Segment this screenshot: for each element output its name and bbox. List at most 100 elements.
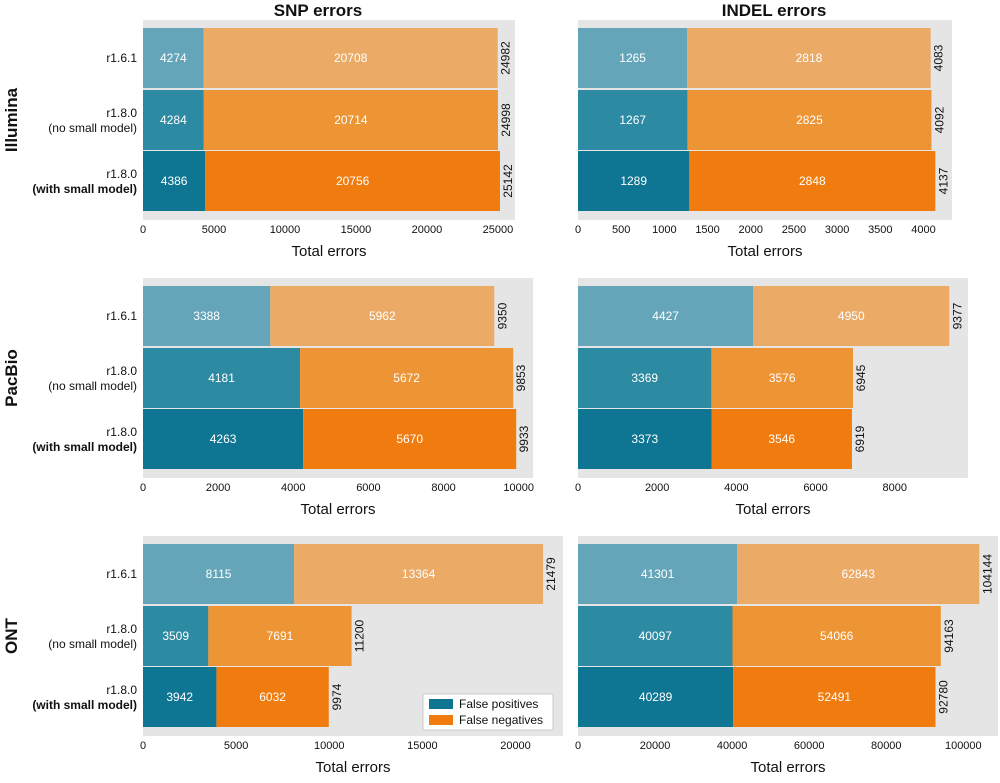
x-tick-label: 0 [140,224,146,236]
value-label-fp: 8115 [206,567,232,581]
x-tick-label: 6000 [803,482,827,494]
category-label: r1.6.1 [106,51,137,65]
bar-false-negatives [294,544,544,604]
value-label-fn: 54066 [820,629,854,643]
value-label-fp: 41301 [641,567,675,581]
bar-false-negatives [687,28,931,88]
category-label: r1.6.1 [106,309,137,323]
bar-false-negatives [711,409,852,469]
value-label-total: 25142 [501,164,515,198]
chart-panel: 41301 62843 104144 40097 54066 94163 40289 5249… [575,536,998,776]
x-tick-label: 3500 [868,224,892,236]
legend-label-fn: False negatives [459,713,543,727]
value-label-total: 9853 [514,364,528,391]
chart-panel: 1265 2818 4083 1267 2825 4092 1289 2848 4137 0 500… [575,20,952,260]
x-axis-label: Total errors [291,243,366,260]
value-label-fn: 5670 [396,432,423,446]
panels: 4274 20708 24982 r1.6.1 4284 20714 24998 r1.8.0… [32,20,998,776]
bar-false-positives [578,348,712,408]
x-tick-label: 1500 [695,224,719,236]
bar-false-negatives [711,348,853,408]
x-tick-label: 10000 [270,224,301,236]
x-tick-label: 2000 [645,482,669,494]
chart-panel: 4274 20708 24982 r1.6.1 4284 20714 24998 r1.8.0… [32,20,515,260]
value-label-fp: 4386 [161,174,188,188]
bar-false-positives [143,348,301,408]
x-tick-label: 0 [575,224,581,236]
x-axis-label: Total errors [315,759,390,776]
value-label-fn: 2848 [799,174,826,188]
x-tick-label: 4000 [281,482,305,494]
value-label-fp: 40097 [639,629,673,643]
value-label-total: 11200 [353,619,367,652]
category-label-sub: (with small model) [32,440,137,454]
chart-panel: 4427 4950 9377 3369 3576 6945 3373 3546 6919 0 200… [575,278,968,518]
category-label: r1.8.0 [106,364,137,378]
bar-false-negatives [733,667,936,727]
value-label-fp: 3942 [166,690,193,704]
category-label-sub: (no small model) [48,121,137,135]
value-label-fp: 3369 [631,371,658,385]
bar-false-positives [578,90,688,150]
x-tick-label: 0 [575,482,581,494]
value-label-fp: 4274 [160,51,187,65]
x-tick-label: 3000 [825,224,849,236]
value-label-total: 92780 [937,680,951,714]
legend-swatch-fp [429,699,453,709]
x-tick-label: 2000 [206,482,230,494]
value-label-total: 4137 [936,167,950,194]
x-tick-label: 80000 [871,740,902,752]
value-label-fp: 3373 [631,432,658,446]
bar-false-negatives [208,606,352,666]
category-label: r1.8.0 [106,106,137,120]
x-axis-label: Total errors [750,759,825,776]
bar-false-positives [578,286,754,346]
x-tick-label: 15000 [407,740,438,752]
x-tick-label: 4000 [724,482,748,494]
x-tick-label: 8000 [431,482,455,494]
x-axis-label: Total errors [735,501,810,518]
value-label-fn: 13364 [402,567,436,581]
value-label-total: 4092 [932,106,946,133]
value-label-fn: 20714 [334,113,368,127]
row-title-pacbio: PacBio [2,349,21,407]
value-label-fn: 3576 [769,371,796,385]
value-label-fp: 3509 [162,629,189,643]
bar-false-negatives [737,544,980,604]
x-tick-label: 8000 [883,482,907,494]
value-label-fp: 4181 [208,371,235,385]
value-label-fp: 4263 [210,432,237,446]
x-tick-label: 60000 [794,740,825,752]
x-tick-label: 1000 [652,224,676,236]
x-tick-label: 20000 [640,740,671,752]
value-label-total: 104144 [980,554,994,594]
category-label: r1.8.0 [106,167,137,181]
x-tick-label: 6000 [356,482,380,494]
x-tick-label: 5000 [202,224,226,236]
value-label-total: 9350 [495,302,509,329]
category-label-sub: (with small model) [32,182,137,196]
x-tick-label: 4000 [911,224,935,236]
legend-swatch-fn [429,715,453,725]
x-tick-label: 25000 [483,224,514,236]
x-tick-label: 0 [140,482,146,494]
bar-false-negatives [205,151,500,211]
x-tick-label: 100000 [945,740,982,752]
bar-false-positives [143,667,217,727]
legend-label-fp: False positives [459,697,538,711]
x-tick-label: 40000 [717,740,748,752]
bar-false-positives [578,606,733,666]
bar-false-negatives [270,286,495,346]
category-label: r1.6.1 [106,567,137,581]
x-tick-label: 10000 [314,740,345,752]
bar-false-negatives [689,151,936,211]
value-label-fn: 2825 [796,113,823,127]
value-label-fp: 1267 [619,113,646,127]
value-label-fn: 52491 [818,690,852,704]
legend-box [422,693,554,731]
value-label-total: 6945 [854,364,868,391]
x-tick-label: 0 [140,740,146,752]
